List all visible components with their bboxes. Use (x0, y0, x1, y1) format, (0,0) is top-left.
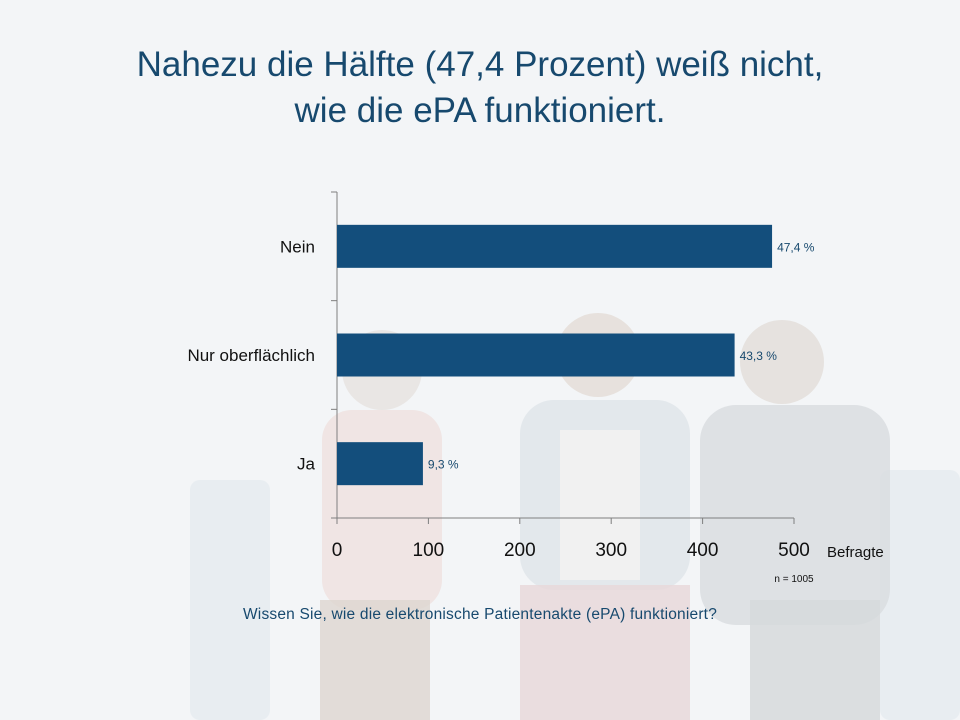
bar (337, 442, 423, 486)
data-label: 9,3 % (428, 458, 459, 472)
x-tick-label: 400 (687, 540, 719, 561)
slide-title-line-1: Nahezu die Hälfte (47,4 Prozent) weiß ni… (136, 45, 824, 84)
bar (337, 333, 735, 377)
x-tick-label: 0 (332, 540, 343, 561)
survey-question: Wissen Sie, wie die elektronische Patien… (242, 606, 718, 623)
slide-title: Nahezu die Hälfte (47,4 Prozent) weiß ni… (0, 42, 960, 134)
slide-title-line-2: wie die ePA funktioniert. (294, 91, 666, 130)
x-tick-label: 200 (504, 540, 536, 561)
data-label: 47,4 % (777, 240, 815, 254)
x-tick-label: 300 (595, 540, 627, 561)
x-axis-label: Befragte (827, 544, 884, 561)
x-tick-label: 100 (413, 540, 445, 561)
category-label: Nein (280, 237, 315, 256)
category-label: Nur oberflächlich (187, 346, 315, 365)
data-label: 43,3 % (740, 349, 778, 363)
x-tick-label: 500 (778, 540, 810, 561)
category-label: Ja (297, 455, 316, 474)
sample-size-note: n = 1005 (774, 574, 814, 585)
bar (337, 224, 773, 268)
